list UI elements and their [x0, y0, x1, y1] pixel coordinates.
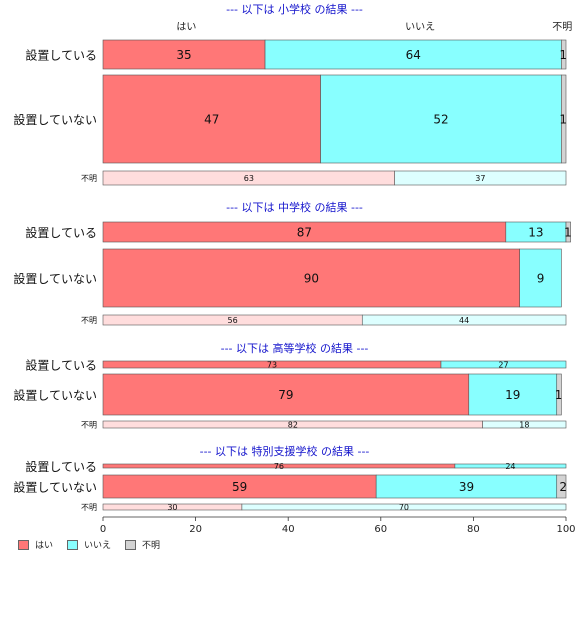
panel-title-3: --- 以下は 特別支援学校 の結果 --- [200, 444, 370, 458]
data-label-1-1-1: 9 [537, 272, 545, 286]
data-label-2-2-0: 82 [288, 421, 298, 430]
bar-segment-0-0-1 [264, 39, 562, 70]
bar-segment-3-1-2 [556, 474, 567, 499]
row-label-0-2: 不明 [81, 174, 97, 183]
column-header-1: いいえ [405, 21, 435, 33]
x-tick-label-0: 0 [100, 524, 106, 535]
bar-segment-0-0-0 [102, 39, 266, 70]
legend-label-no: いいえ [84, 541, 112, 551]
data-label-3-1-0: 59 [232, 480, 247, 494]
bar-segment-0-2-1 [394, 170, 567, 186]
legend: はい いいえ 不明 [18, 538, 160, 551]
bar-segment-0-0-2 [561, 39, 567, 70]
bar-segment-1-0-2 [565, 221, 571, 243]
row-label-0-1: 設置していない [13, 112, 97, 127]
row-label-1-1: 設置していない [13, 271, 97, 286]
data-label-2-1-0: 79 [278, 388, 293, 402]
x-tick-label-1: 20 [189, 524, 202, 535]
bar-segment-0-1-2 [561, 74, 567, 164]
data-label-1-1-0: 90 [304, 272, 319, 286]
row-label-0-0: 設置している [25, 48, 97, 63]
legend-swatch-unknown [125, 539, 137, 550]
data-label-3-1-2: 2 [559, 480, 567, 494]
panel-title-1: --- 以下は 中学校 の結果 --- [226, 200, 363, 214]
data-label-2-0-0: 73 [267, 361, 277, 370]
data-label-1-0-2: 1 [564, 226, 572, 240]
row-label-3-2: 不明 [81, 503, 97, 512]
row-label-2-1: 設置していない [13, 388, 97, 403]
bar-segment-1-1-0 [102, 248, 521, 308]
bar-segment-2-1-2 [556, 373, 562, 416]
legend-swatch-no [67, 539, 79, 550]
bar-segment-2-1-0 [102, 373, 470, 416]
data-label-3-2-1: 70 [399, 503, 409, 512]
data-label-3-1-1: 39 [459, 480, 474, 494]
data-label-0-0-1: 64 [406, 48, 421, 62]
data-label-0-2-1: 37 [475, 174, 485, 183]
legend-swatch-yes [18, 539, 29, 550]
data-label-0-2-0: 63 [244, 174, 254, 183]
row-label-3-1: 設置していない [13, 480, 97, 495]
data-label-0-1-1: 52 [433, 113, 448, 127]
x-tick-label-2: 40 [282, 524, 295, 535]
data-label-3-0-1: 24 [505, 462, 515, 471]
legend-item-unknown: 不明 [125, 538, 160, 551]
x-tick-label-5: 100 [556, 524, 575, 535]
bar-segment-1-2-1 [361, 314, 567, 326]
column-header-2: 不明 [552, 21, 572, 33]
panel-title-0: --- 以下は 小学校 の結果 --- [226, 2, 363, 16]
bar-segment-1-1-1 [519, 248, 562, 308]
legend-item-yes: はい [18, 538, 53, 551]
legend-label-yes: はい [35, 541, 54, 551]
data-label-1-0-0: 87 [297, 226, 312, 240]
row-label-1-2: 不明 [81, 316, 97, 325]
bar-segment-2-0-1 [440, 360, 567, 369]
legend-label-unknown: 不明 [142, 541, 161, 551]
x-tick-label-4: 80 [467, 524, 480, 535]
data-label-3-0-0: 76 [274, 462, 284, 471]
data-label-1-0-1: 13 [528, 226, 543, 240]
data-label-1-2-1: 44 [459, 316, 469, 325]
data-label-0-1-2: 1 [559, 113, 567, 127]
data-label-2-1-1: 19 [505, 388, 520, 402]
data-label-3-2-0: 30 [167, 503, 177, 512]
bar-segment-0-1-0 [102, 74, 321, 164]
data-label-1-2-0: 56 [228, 316, 238, 325]
bar-segment-2-2-1 [482, 420, 567, 429]
x-tick-label-3: 60 [374, 524, 387, 535]
bar-segment-3-2-1 [241, 503, 567, 511]
row-label-1-0: 設置している [25, 225, 97, 240]
bar-segment-3-0-1 [454, 463, 567, 469]
data-label-0-1-0: 47 [204, 113, 219, 127]
data-label-2-0-1: 27 [498, 361, 508, 370]
bar-segment-0-1-1 [320, 74, 562, 164]
legend-item-no: いいえ [67, 538, 111, 551]
panel-title-2: --- 以下は 高等学校 の結果 --- [221, 341, 369, 355]
column-header-0: はい [176, 21, 196, 33]
data-label-2-1-2: 1 [555, 388, 563, 402]
data-label-0-0-0: 35 [176, 48, 191, 62]
row-label-2-0: 設置している [25, 358, 97, 373]
data-label-0-0-2: 1 [559, 48, 567, 62]
data-label-2-2-1: 18 [519, 421, 529, 430]
row-label-2-2: 不明 [81, 421, 97, 430]
row-label-3-0: 設置している [25, 459, 97, 474]
